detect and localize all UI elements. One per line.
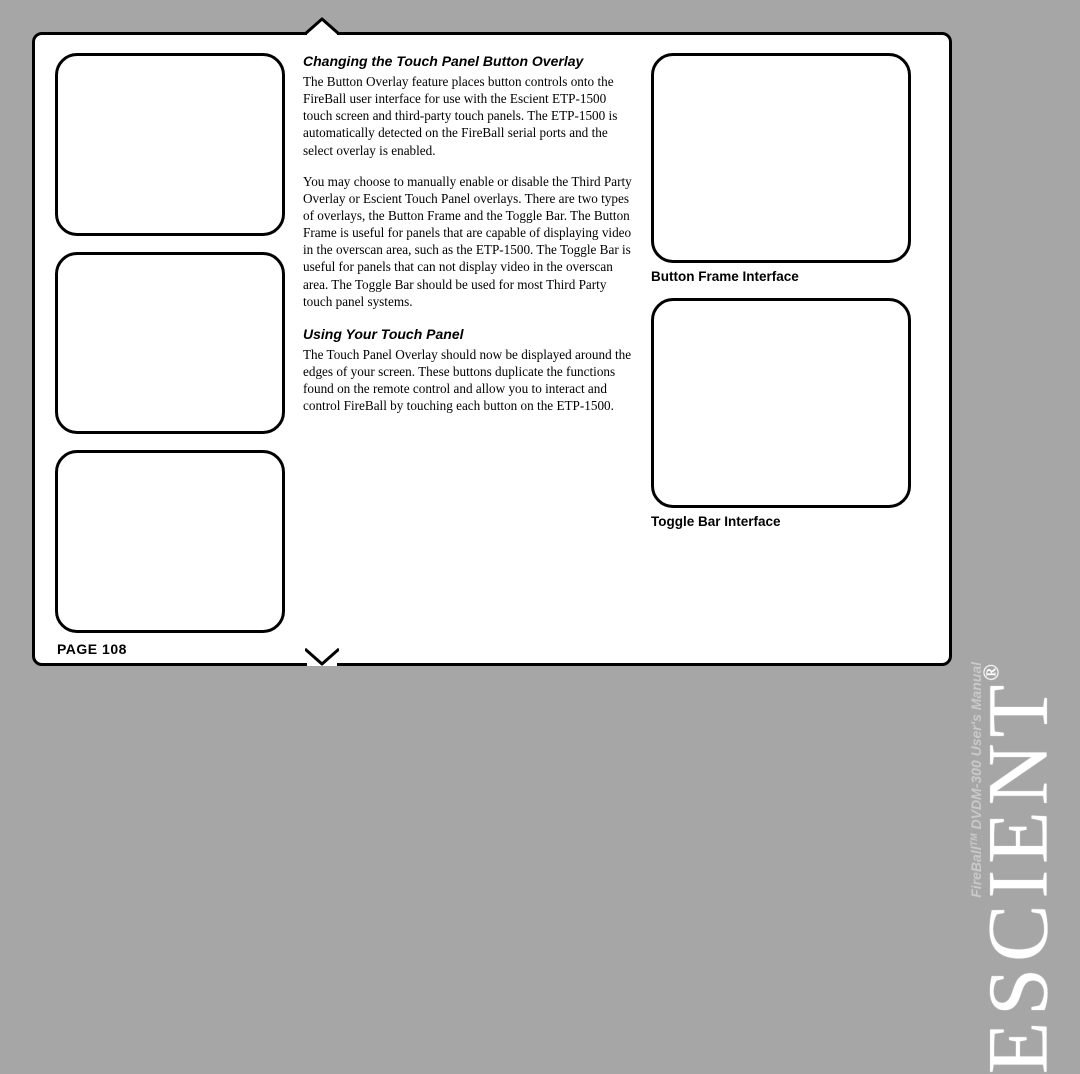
subtitle-prefix: FireBall	[968, 846, 984, 897]
paragraph-1: The Button Overlay feature places button…	[303, 73, 633, 159]
paragraph-3: The Touch Panel Overlay should now be di…	[303, 346, 633, 415]
page-number: PAGE 108	[57, 641, 127, 657]
content-area: Changing the Touch Panel Button Overlay …	[55, 53, 929, 633]
right-column: Button Frame Interface Toggle Bar Interf…	[651, 53, 911, 633]
text-column: Changing the Touch Panel Button Overlay …	[303, 53, 633, 633]
trademark-icon: TM	[969, 833, 979, 846]
paragraph-2: You may choose to manually enable or dis…	[303, 173, 633, 310]
heading-using-touch-panel: Using Your Touch Panel	[303, 326, 633, 344]
subtitle-suffix: DVDM-300 User's Manual	[968, 662, 984, 833]
brand-sidebar: ESCIENT® FireBallTM DVDM-300 User's Manu…	[968, 0, 1080, 698]
caption-button-frame: Button Frame Interface	[651, 269, 911, 284]
manual-subtitle: FireBallTM DVDM-300 User's Manual	[968, 662, 984, 898]
left-column	[55, 53, 285, 633]
heading-changing-overlay: Changing the Touch Panel Button Overlay	[303, 53, 633, 71]
brand-logo-text: ESCIENT®	[974, 662, 1060, 1074]
caption-toggle-bar: Toggle Bar Interface	[651, 514, 911, 529]
bottom-tab-notch	[307, 648, 337, 666]
image-placeholder-1	[55, 53, 285, 236]
page-frame: Changing the Touch Panel Button Overlay …	[32, 32, 952, 666]
button-frame-image	[651, 53, 911, 263]
toggle-bar-image	[651, 298, 911, 508]
top-tab-notch	[307, 32, 337, 50]
image-placeholder-2	[55, 252, 285, 435]
image-placeholder-3	[55, 450, 285, 633]
